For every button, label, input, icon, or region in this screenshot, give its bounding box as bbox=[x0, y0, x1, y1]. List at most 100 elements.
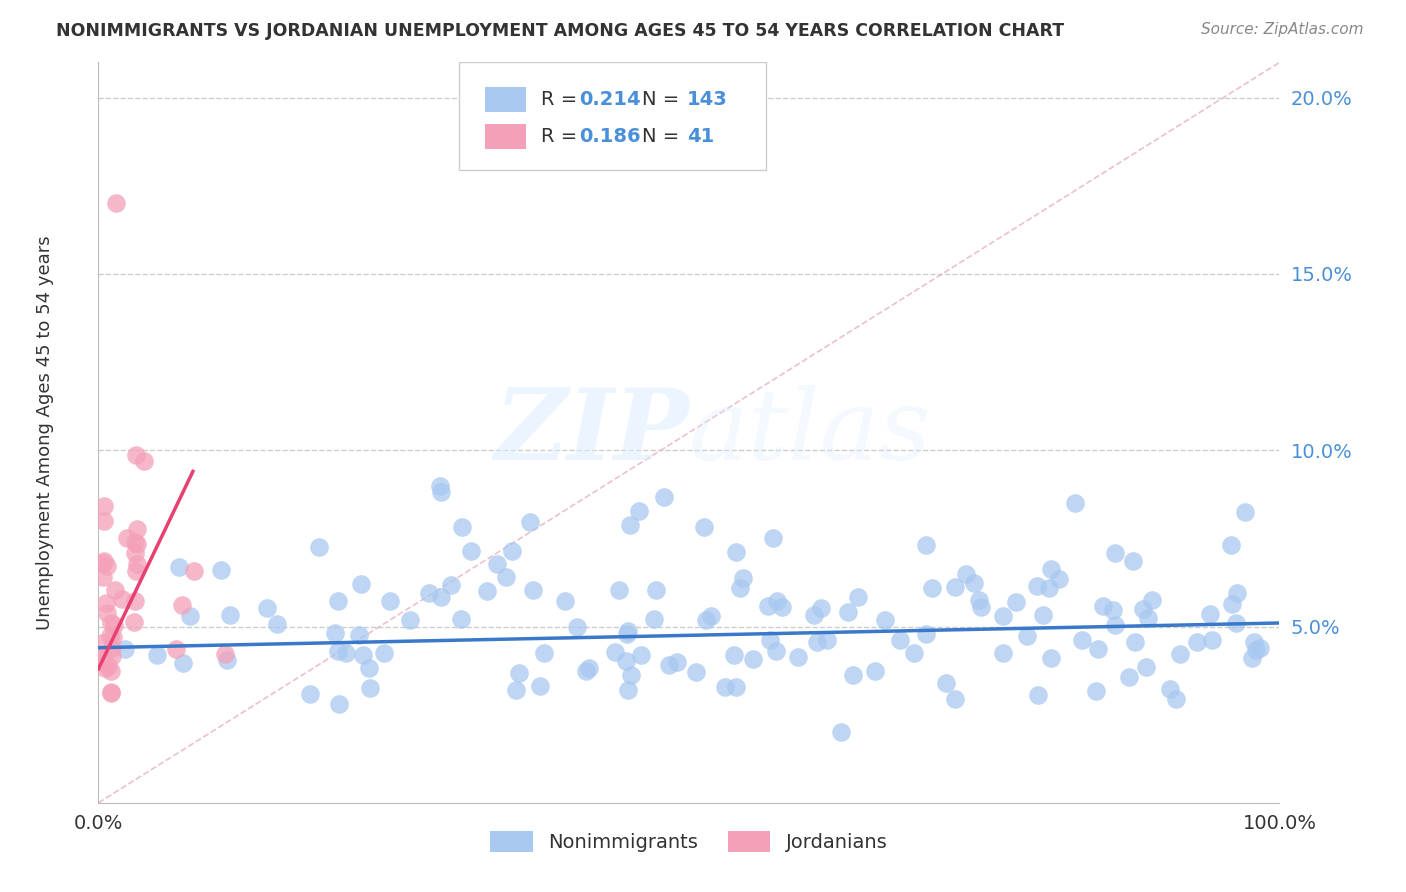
Point bbox=[863, 664, 886, 678]
Point bbox=[328, 697, 350, 711]
Point bbox=[685, 665, 707, 679]
Point bbox=[508, 665, 530, 680]
Point bbox=[1005, 595, 1028, 609]
Point bbox=[165, 642, 187, 657]
Point bbox=[266, 617, 288, 632]
Point bbox=[103, 618, 125, 632]
Point bbox=[889, 633, 911, 648]
Point bbox=[693, 519, 716, 533]
Point bbox=[100, 665, 122, 679]
Point bbox=[418, 585, 440, 599]
FancyBboxPatch shape bbox=[485, 123, 526, 150]
Point bbox=[214, 647, 236, 661]
Point bbox=[723, 648, 745, 662]
Point bbox=[450, 612, 472, 626]
Text: R =: R = bbox=[541, 127, 583, 146]
Point bbox=[756, 599, 779, 614]
Point bbox=[209, 563, 232, 577]
Point bbox=[714, 680, 737, 694]
Point bbox=[1243, 634, 1265, 648]
Point bbox=[127, 522, 149, 536]
Point bbox=[96, 606, 118, 620]
Point bbox=[495, 570, 517, 584]
Point bbox=[105, 196, 128, 211]
Point bbox=[378, 594, 401, 608]
Point bbox=[359, 661, 381, 675]
Point bbox=[1032, 608, 1054, 623]
Point bbox=[1201, 632, 1223, 647]
Point bbox=[815, 632, 838, 647]
Point bbox=[1039, 650, 1062, 665]
Point bbox=[124, 534, 146, 549]
Point bbox=[101, 641, 124, 656]
Point bbox=[605, 644, 627, 658]
Point bbox=[373, 646, 395, 660]
Point bbox=[529, 679, 551, 693]
Point bbox=[619, 517, 641, 532]
Point bbox=[1122, 554, 1144, 568]
Point bbox=[616, 626, 638, 640]
Point bbox=[93, 514, 115, 528]
Text: ZIP: ZIP bbox=[494, 384, 689, 481]
Point bbox=[91, 556, 114, 570]
Point bbox=[765, 644, 787, 658]
Point bbox=[522, 583, 544, 598]
Point bbox=[89, 649, 111, 664]
Point bbox=[100, 686, 122, 700]
Point bbox=[101, 648, 124, 663]
Point bbox=[1226, 586, 1249, 600]
Text: NONIMMIGRANTS VS JORDANIAN UNEMPLOYMENT AMONG AGES 45 TO 54 YEARS CORRELATION CH: NONIMMIGRANTS VS JORDANIAN UNEMPLOYMENT … bbox=[56, 22, 1064, 40]
Point bbox=[643, 612, 665, 626]
Point bbox=[94, 661, 117, 675]
Point bbox=[323, 626, 346, 640]
Point bbox=[759, 632, 782, 647]
Point bbox=[172, 656, 194, 670]
Point bbox=[91, 656, 114, 670]
Point bbox=[652, 490, 675, 504]
Point bbox=[695, 613, 717, 627]
FancyBboxPatch shape bbox=[458, 62, 766, 169]
Text: 0.214: 0.214 bbox=[579, 90, 641, 109]
Text: Unemployment Among Ages 45 to 54 years: Unemployment Among Ages 45 to 54 years bbox=[37, 235, 55, 630]
Point bbox=[115, 531, 138, 545]
Point bbox=[167, 560, 190, 574]
Point bbox=[326, 644, 349, 658]
Point bbox=[1047, 573, 1070, 587]
Point bbox=[915, 537, 938, 551]
Point bbox=[645, 582, 668, 597]
Point bbox=[786, 649, 808, 664]
Point bbox=[620, 668, 643, 682]
Point bbox=[762, 532, 785, 546]
Text: atlas: atlas bbox=[689, 385, 932, 480]
Point bbox=[810, 601, 832, 615]
Point bbox=[1025, 579, 1047, 593]
Point bbox=[725, 680, 748, 694]
Point bbox=[567, 620, 589, 634]
Point bbox=[1132, 602, 1154, 616]
Point bbox=[101, 630, 124, 644]
Point bbox=[700, 608, 723, 623]
Point bbox=[350, 576, 373, 591]
Point bbox=[578, 661, 600, 675]
Point bbox=[1140, 592, 1163, 607]
Point bbox=[725, 545, 748, 559]
Point bbox=[628, 504, 651, 518]
Point bbox=[170, 599, 193, 613]
Point bbox=[183, 564, 205, 578]
Text: 41: 41 bbox=[686, 127, 714, 146]
Point bbox=[124, 615, 146, 629]
Point bbox=[943, 691, 966, 706]
Point bbox=[728, 581, 751, 595]
Point bbox=[93, 569, 115, 583]
Point bbox=[955, 567, 977, 582]
Point bbox=[298, 687, 321, 701]
Point bbox=[335, 646, 357, 660]
Point bbox=[846, 590, 869, 604]
Point bbox=[100, 616, 122, 631]
Point bbox=[1233, 505, 1256, 519]
Point bbox=[430, 484, 453, 499]
Point bbox=[114, 642, 136, 657]
Point bbox=[91, 651, 114, 665]
Text: Source: ZipAtlas.com: Source: ZipAtlas.com bbox=[1201, 22, 1364, 37]
Point bbox=[1026, 688, 1049, 702]
